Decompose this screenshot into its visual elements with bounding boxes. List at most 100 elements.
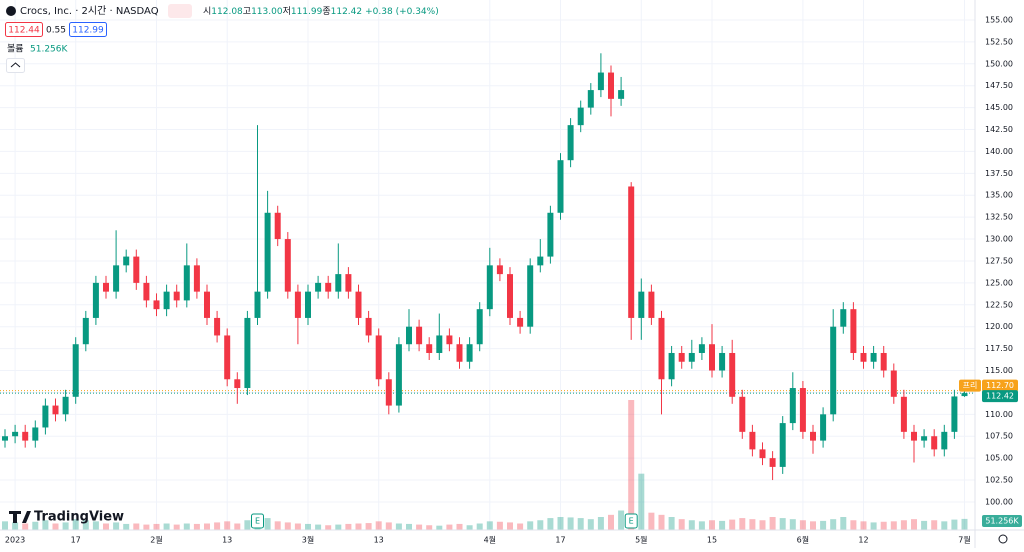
volume-bar [860, 521, 867, 530]
candle-body [173, 291, 180, 301]
candle-body [496, 265, 503, 275]
volume-bar [608, 514, 614, 530]
volume-bar [82, 520, 89, 530]
candle-body [103, 282, 109, 292]
volume-bar [597, 517, 604, 530]
volume-bar [426, 525, 433, 530]
candle-body [456, 344, 463, 362]
volume-bar [123, 523, 130, 530]
volume-bar [244, 520, 251, 530]
volume-bar [921, 520, 928, 530]
candle-body [446, 335, 453, 345]
candle-body [608, 72, 614, 99]
candle-body [274, 212, 281, 240]
volume-bar [72, 519, 79, 530]
volume-bar [143, 524, 150, 530]
chevron [10, 62, 21, 68]
earnings-badge[interactable] [251, 513, 264, 529]
volume-bar [840, 517, 847, 530]
ohlc-close: 112.42 [331, 7, 363, 17]
earnings-label: E [629, 517, 634, 526]
volume-bar [739, 518, 746, 530]
candle-body [355, 291, 362, 318]
volume-bar [719, 520, 726, 530]
y-tick-label: 130.00 [985, 235, 1013, 244]
candle-body [436, 335, 443, 353]
volume-bar [648, 512, 655, 530]
candle-body [668, 352, 675, 380]
candle-body [416, 326, 423, 345]
candle-body [789, 388, 796, 424]
candle-body [476, 309, 483, 345]
candle-body [204, 291, 210, 318]
axis-layer: 100.00102.50105.00107.50110.00112.50115.… [5, 15, 1022, 545]
y-tick-label: 100.00 [985, 497, 1013, 506]
candle-body [22, 431, 29, 441]
candle-body [315, 282, 322, 292]
ohlc-close-label: 종 [322, 6, 330, 17]
x-tick-label: 12 [858, 536, 868, 545]
volume-bar [406, 523, 412, 530]
candle-body [628, 186, 635, 318]
candle-body [698, 344, 705, 353]
volume-bar [668, 517, 675, 530]
y-tick-label: 150.00 [985, 59, 1013, 68]
volume-layer [2, 400, 968, 530]
volume-bar [810, 521, 816, 530]
volume-bar [698, 521, 705, 530]
candle-body [82, 317, 89, 345]
candle-body [375, 335, 382, 380]
volume-bar [22, 523, 29, 530]
volume-bar [284, 522, 291, 530]
volume-bar [446, 524, 453, 530]
candle-body [880, 352, 887, 371]
volume-bar [759, 520, 766, 530]
y-tick-label: 127.50 [985, 256, 1013, 265]
volume-bar [830, 519, 837, 530]
candle-body [719, 352, 726, 371]
candle-body [92, 282, 99, 318]
volume-bar [709, 520, 715, 530]
collapse-button[interactable] [6, 58, 25, 73]
earnings-badge[interactable] [624, 513, 638, 529]
x-tick-label: 5월 [635, 535, 647, 545]
candle-body [42, 405, 49, 428]
volume-bar [688, 520, 695, 530]
ask-box[interactable] [69, 22, 107, 37]
candle-body [587, 90, 594, 108]
y-tick-label: 147.50 [985, 81, 1013, 90]
candle-body [931, 436, 938, 450]
spread: 0.55 [46, 26, 66, 36]
y-tick-label: 152.50 [985, 37, 1013, 46]
candle-body [193, 265, 200, 292]
volume-bar [587, 519, 594, 530]
ohlc-open-label: 시 [203, 6, 211, 17]
candle-body [466, 344, 473, 362]
candle-body [961, 393, 968, 397]
candle-body [325, 282, 332, 292]
bid-box[interactable] [5, 22, 43, 37]
volume-bar [234, 523, 241, 530]
ask: 112.99 [72, 26, 104, 36]
volume-bar [638, 473, 645, 530]
y-tick-label: 125.00 [985, 278, 1013, 287]
settings-icon[interactable] [998, 534, 1008, 544]
candle-body [163, 291, 170, 310]
volume-bar [880, 521, 887, 530]
volume-bar [224, 521, 231, 530]
volume-bar [658, 514, 665, 530]
y-tick-label: 135.00 [985, 191, 1013, 200]
ohlc-low: 111.99 [291, 7, 323, 17]
volume-bar [628, 400, 635, 530]
candle-body [779, 423, 786, 467]
x-tick-label: 6월 [797, 535, 809, 545]
indicator-badge[interactable] [168, 4, 192, 18]
volume-bar [911, 519, 917, 530]
y-tick-label: 102.50 [985, 476, 1013, 485]
candle-body [527, 265, 534, 327]
volume-bar [678, 519, 685, 530]
volume-bar [466, 525, 473, 530]
grid [0, 0, 975, 530]
candle-body [870, 352, 877, 362]
volume-bar [12, 522, 19, 530]
